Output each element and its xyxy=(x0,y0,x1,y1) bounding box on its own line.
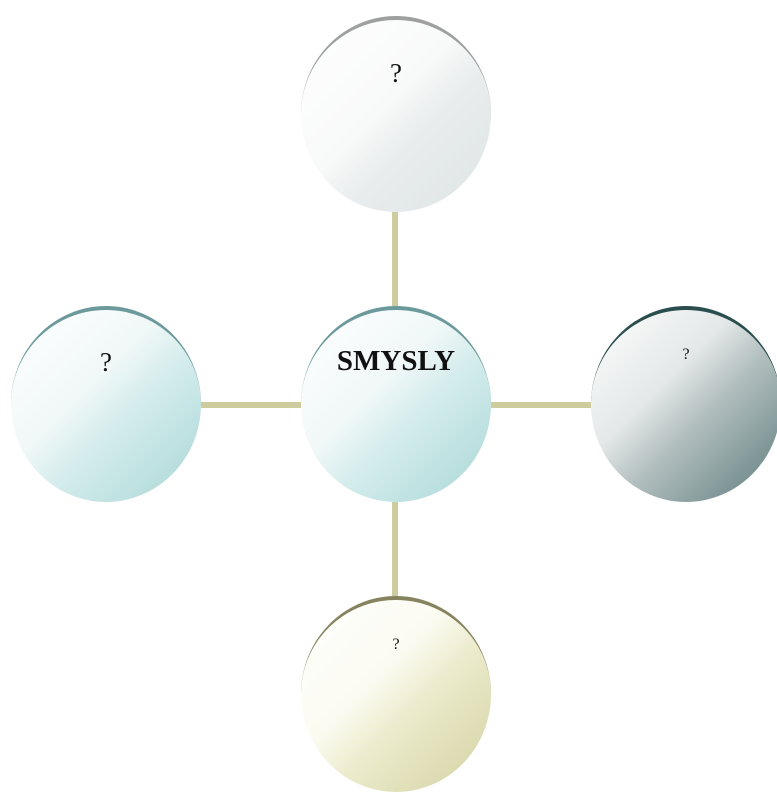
node-center: SMYSLY xyxy=(301,306,491,502)
connector-top xyxy=(392,212,398,306)
node-top: ? xyxy=(301,16,491,212)
node-bottom: ? xyxy=(301,596,491,792)
node-left-label: ? xyxy=(100,347,112,377)
node-right-label: ? xyxy=(682,346,690,363)
node-right: ? xyxy=(591,306,777,502)
connector-bottom xyxy=(392,502,398,596)
node-center-label: SMYSLY xyxy=(336,345,456,377)
node-bottom-label: ? xyxy=(392,636,400,653)
node-top-label: ? xyxy=(390,58,402,88)
connector-left xyxy=(201,402,301,408)
node-left: ? xyxy=(11,306,201,502)
connector-right xyxy=(491,402,591,408)
